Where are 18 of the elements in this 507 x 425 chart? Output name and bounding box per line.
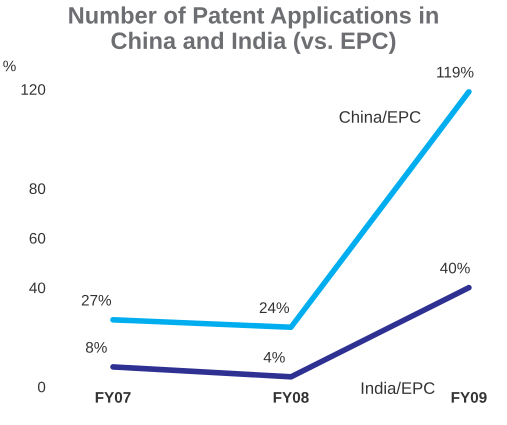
series-label: China/EPC xyxy=(340,110,421,123)
y-tick-label: 120 xyxy=(22,84,46,95)
y-tick-label: 40 xyxy=(29,282,46,294)
x-tick-label: FY07 xyxy=(96,392,131,403)
chart-title: Number of Patent Applications in China and India (vs. EPC) xyxy=(69,6,438,54)
y-tick-label: 60 xyxy=(30,232,46,244)
x-tick-label: FY08 xyxy=(274,392,309,403)
data-label: 24% xyxy=(260,302,290,314)
y-tick-label: 0 xyxy=(38,382,46,392)
data-label: 119% xyxy=(437,66,474,78)
data-label: 4% xyxy=(264,352,285,363)
data-label: 40% xyxy=(440,262,470,274)
text: India/EPC xyxy=(362,382,435,394)
y-axis-title: % xyxy=(3,60,16,72)
y-tick-label: 80 xyxy=(30,183,46,194)
x-tick-label: FY09 xyxy=(452,392,487,403)
data-label: 27% xyxy=(82,294,112,306)
data-label: 8% xyxy=(86,342,107,353)
